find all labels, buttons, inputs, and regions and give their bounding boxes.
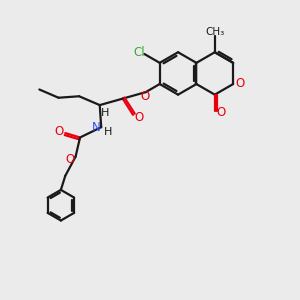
- Text: O: O: [140, 90, 149, 104]
- Text: O: O: [54, 125, 63, 138]
- Text: O: O: [217, 106, 226, 119]
- Text: N: N: [92, 121, 100, 134]
- Text: Cl: Cl: [133, 46, 145, 59]
- Text: H: H: [103, 128, 112, 137]
- Text: O: O: [66, 153, 75, 166]
- Text: O: O: [235, 77, 244, 90]
- Text: H: H: [101, 108, 109, 118]
- Text: CH₃: CH₃: [206, 27, 225, 37]
- Text: O: O: [135, 111, 144, 124]
